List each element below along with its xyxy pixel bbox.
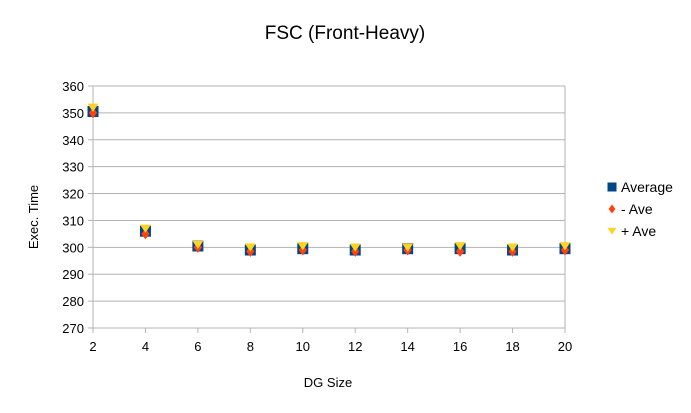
data-point-triangle-down (297, 242, 309, 251)
grid (93, 85, 565, 329)
legend-marker-shape (607, 227, 617, 235)
x-tick-label: 10 (296, 339, 310, 354)
x-tick-label: 2 (89, 339, 96, 354)
y-tick-label: 280 (62, 294, 84, 309)
x-tick-label: 16 (453, 339, 467, 354)
data-points (87, 103, 571, 257)
y-tick-label: 340 (62, 133, 84, 148)
data-point-triangle-down (87, 103, 99, 112)
axes (88, 85, 566, 333)
data-point-triangle-down (402, 243, 414, 252)
x-tick-label: 20 (558, 339, 572, 354)
chart-title: FSC (Front-Heavy) (265, 23, 425, 44)
data-point-triangle-down (244, 243, 256, 252)
y-tick-label: 310 (62, 213, 84, 228)
legend-marker-shape (608, 204, 616, 214)
legend-marker-square (607, 182, 617, 192)
data-point-triangle-down (349, 243, 361, 252)
legend-marker-diamond (608, 204, 616, 214)
x-tick-label: 12 (348, 339, 362, 354)
legend-label: + Ave (621, 223, 657, 239)
y-tick-label: 320 (62, 187, 84, 202)
legend-item: - Ave (606, 198, 673, 220)
data-point-diamond (141, 228, 150, 240)
data-point-triangle-down (559, 242, 571, 251)
legend: Average - Ave + Ave (606, 176, 673, 242)
y-tick-label: 330 (62, 160, 84, 175)
y-axis-label: Exec. Time (26, 185, 41, 249)
x-tick-label: 18 (505, 339, 519, 354)
y-tick-label: 270 (62, 321, 84, 336)
data-point-diamond (455, 245, 465, 257)
y-tick-label: 350 (62, 106, 84, 121)
data-point-diamond (88, 107, 98, 119)
tick-labels: 270 280 290 300 310 320 330 340 350 360 2 4 6 8 10 12 14… (62, 79, 572, 354)
data-point-triangle-down (507, 243, 519, 252)
data-point-triangle-down (139, 224, 151, 233)
x-tick-label: 8 (247, 339, 254, 354)
y-tick-label: 360 (62, 79, 84, 94)
y-tick-label: 290 (62, 267, 84, 282)
legend-marker-shape (607, 182, 617, 192)
legend-item: Average (606, 176, 673, 198)
legend-item: + Ave (606, 220, 673, 242)
data-point-triangle-down (192, 240, 204, 250)
x-axis-label: DG Size (304, 375, 352, 390)
x-tick-label: 6 (194, 339, 201, 354)
legend-marker-triangle-down (607, 227, 617, 235)
data-point-triangle-down (454, 242, 466, 251)
x-tick-label: 4 (142, 339, 149, 354)
y-tick-label: 300 (62, 240, 84, 255)
x-tick-label: 14 (400, 339, 414, 354)
legend-label: Average (621, 179, 673, 195)
legend-label: - Ave (621, 201, 653, 217)
